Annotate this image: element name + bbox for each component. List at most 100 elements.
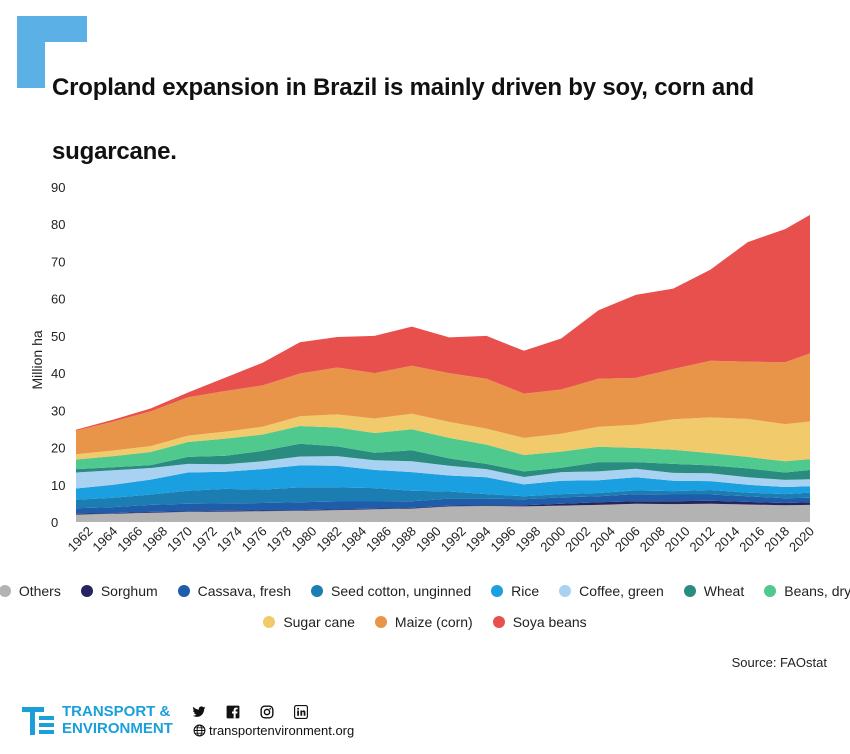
legend-swatch [80, 585, 93, 597]
area-beans-dry [76, 426, 810, 473]
legend-item: Others [0, 583, 61, 599]
globe-icon [193, 724, 206, 737]
x-tick-label: 1996 [487, 524, 518, 555]
legend-item: Soya beans [492, 614, 587, 630]
legend-item: Rice [491, 583, 539, 599]
corner-accent-mark [17, 16, 87, 88]
legend-label: Rice [511, 583, 540, 599]
area-layers [76, 214, 810, 522]
x-tick-label: 2010 [662, 524, 693, 555]
area-seed-cotton-unginned [76, 487, 810, 509]
brand-line-2: ENVIRONMENT [62, 720, 173, 737]
legend-row-2: Sugar cane Maize (corn) Soya beans [20, 614, 830, 630]
legend-item: Wheat [683, 583, 745, 599]
website-text: transportenvironment.org [209, 723, 355, 738]
x-tick-label: 1982 [313, 524, 344, 555]
website-link[interactable]: transportenvironment.org [193, 723, 354, 738]
legend-item: Cassava, fresh [177, 583, 292, 599]
legend-item: Sugar cane [263, 614, 355, 630]
linkedin-icon[interactable] [294, 705, 308, 719]
area-rice [76, 465, 810, 500]
legend-swatch [374, 616, 387, 628]
area-cassava-fresh [76, 494, 810, 514]
y-tick-label: 0 [51, 515, 58, 530]
x-tick-label: 1994 [463, 524, 494, 555]
x-tick-label: 2004 [587, 524, 618, 555]
x-tick-label: 1992 [438, 524, 469, 555]
x-tick-label: 2020 [786, 524, 817, 555]
legend-swatch [177, 585, 190, 597]
y-tick-label: 90 [51, 180, 65, 195]
y-tick-label: 30 [51, 403, 65, 418]
x-tick-label: 1984 [338, 524, 369, 555]
source-note: Source: FAOstat [731, 655, 827, 670]
corner-accent-shape [17, 16, 87, 88]
x-tick-label: 1990 [413, 524, 444, 555]
area-maize-corn [76, 353, 810, 455]
y-tick-label: 20 [51, 441, 65, 456]
legend-item: Sorghum [80, 583, 158, 599]
y-axis: 0 10 20 30 40 50 60 70 80 90 [51, 180, 65, 530]
y-tick-label: 80 [51, 217, 65, 232]
y-tick-label: 40 [51, 366, 65, 381]
legend-swatch [492, 616, 505, 628]
y-tick-label: 70 [51, 254, 65, 269]
legend-swatch [263, 616, 276, 628]
x-tick-label: 1978 [264, 524, 295, 555]
y-axis-label: Million ha [29, 330, 45, 389]
x-tick-label: 2006 [612, 524, 643, 555]
legend-item: Maize (corn) [374, 614, 473, 630]
x-tick-label: 1988 [388, 524, 419, 555]
x-tick-label: 1972 [189, 524, 220, 555]
stacked-area-chart: 0 10 20 30 40 50 60 70 80 90 19621964196619681970… [29, 180, 817, 555]
instagram-icon[interactable] [260, 705, 274, 719]
x-tick-label: 2008 [637, 524, 668, 555]
legend-swatch [764, 585, 777, 597]
x-tick-label: 1966 [114, 524, 145, 555]
x-tick-label: 2016 [736, 524, 767, 555]
brand-line-1: TRANSPORT & [62, 703, 171, 720]
legend-label: Seed cotton, unginned [331, 583, 472, 599]
x-tick-label: 2018 [761, 524, 792, 555]
x-tick-label: 2012 [687, 524, 718, 555]
x-axis: 1962196419661968197019721974197619781980… [64, 524, 817, 555]
x-tick-label: 1976 [239, 524, 270, 555]
social-links [192, 705, 328, 719]
area-wheat [76, 443, 810, 480]
x-tick-label: 1964 [89, 524, 120, 555]
area-sugar-cane [76, 413, 810, 462]
x-tick-label: 1962 [64, 524, 95, 555]
legend-label: Sorghum [100, 583, 158, 599]
legend-label: Maize (corn) [394, 614, 473, 630]
y-tick-label: 50 [51, 329, 65, 344]
x-tick-label: 2014 [711, 524, 742, 555]
x-tick-label: 1986 [363, 524, 394, 555]
facebook-icon[interactable] [226, 705, 240, 719]
y-tick-label: 10 [51, 478, 65, 493]
brand-logo: TRANSPORT & ENVIRONMENT [22, 703, 173, 737]
legend-swatch [559, 585, 572, 597]
area-others [76, 503, 810, 522]
legend-label: Cassava, fresh [197, 583, 292, 599]
legend-swatch [0, 585, 11, 597]
x-tick-label: 1998 [512, 524, 543, 555]
x-tick-label: 1974 [214, 524, 245, 555]
legend-swatch [683, 585, 696, 597]
legend-label: Others [18, 583, 61, 599]
x-tick-label: 2000 [537, 524, 568, 555]
legend-swatch [311, 585, 324, 597]
legend-label: Sugar cane [283, 614, 355, 630]
legend-label: Wheat [703, 583, 745, 599]
legend-row-1: Others Sorghum Cassava, fresh Seed cotton, … [0, 583, 850, 599]
twitter-icon[interactable] [192, 705, 206, 719]
legend-swatch [491, 585, 504, 597]
y-tick-label: 60 [51, 292, 65, 307]
legend-label: Coffee, green [579, 583, 664, 599]
legend-label: Beans, dry [784, 583, 850, 599]
area-soya-beans [76, 214, 810, 431]
x-tick-label: 1970 [164, 524, 195, 555]
area-coffee-green [76, 456, 810, 489]
chart-title: Cropland expansion in Brazil is mainly d… [52, 74, 754, 165]
legend-item: Beans, dry [764, 583, 850, 599]
brand-name: TRANSPORT & ENVIRONMENT [62, 703, 173, 737]
